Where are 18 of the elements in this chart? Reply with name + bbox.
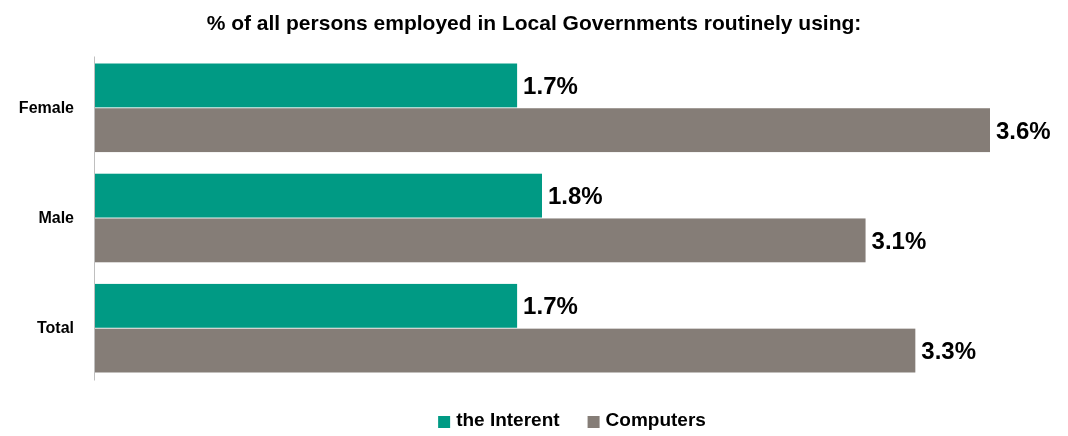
bar [94,63,518,108]
y-tick-label: Male [38,209,75,227]
bar [94,328,916,373]
data-label: 3.6% [996,116,1051,144]
data-label: 1.7% [523,292,578,320]
data-label: 1.7% [523,71,578,99]
legend-label: the Interent [456,409,561,430]
bar [94,218,866,263]
bar [94,173,542,218]
data-label: 3.1% [871,226,927,254]
y-tick-label: Total [36,319,74,337]
chart-title: % of all persons employed in Local Governments routinely using: [206,11,862,34]
data-label: 1.8% [548,182,603,210]
bar [94,108,990,153]
bar [94,283,518,328]
legend-label: Computers [605,409,706,430]
data-label: 3.3% [921,336,977,364]
y-tick-label: Female [18,98,75,116]
